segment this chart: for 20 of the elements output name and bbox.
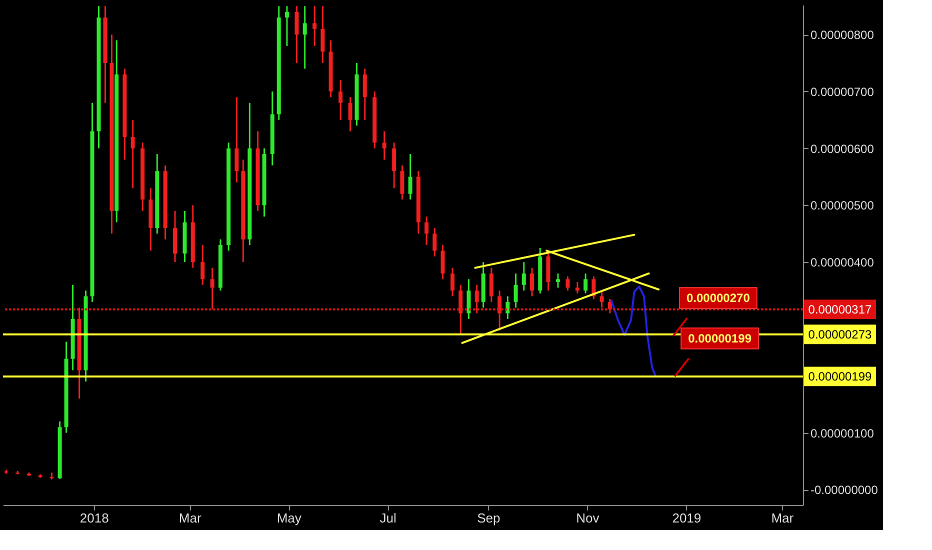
x-tick-label: Mar xyxy=(178,510,202,526)
x-tick-label: Jul xyxy=(380,510,396,526)
ref-line-label: 0.00000317 xyxy=(808,302,872,316)
y-tick-label: -0.00000000 xyxy=(810,483,878,498)
x-tick-label: 2018 xyxy=(80,510,109,526)
x-tick-label: Mar xyxy=(771,510,794,526)
ref-line-label: 0.00000273 xyxy=(808,327,872,342)
x-tick-label: 2019 xyxy=(672,510,702,526)
x-tick-label: Nov xyxy=(576,510,600,526)
annotation: 0.00000199 xyxy=(688,331,752,346)
y-tick-label: 0.00000700 xyxy=(810,84,874,99)
annotation: 0.00000270 xyxy=(686,291,750,306)
y-tick-label: 0.00000400 xyxy=(810,256,874,270)
y-tick-label: 0.00000600 xyxy=(810,142,874,156)
y-tick-label: 0.00000100 xyxy=(810,426,874,440)
x-tick-label: May xyxy=(276,510,302,526)
x-tick-label: Sep xyxy=(477,510,500,526)
y-tick-label: 0.00000800 xyxy=(810,28,874,42)
y-tick-label: 0.00000500 xyxy=(810,198,874,213)
ref-line-label: 0.00000199 xyxy=(808,369,872,384)
